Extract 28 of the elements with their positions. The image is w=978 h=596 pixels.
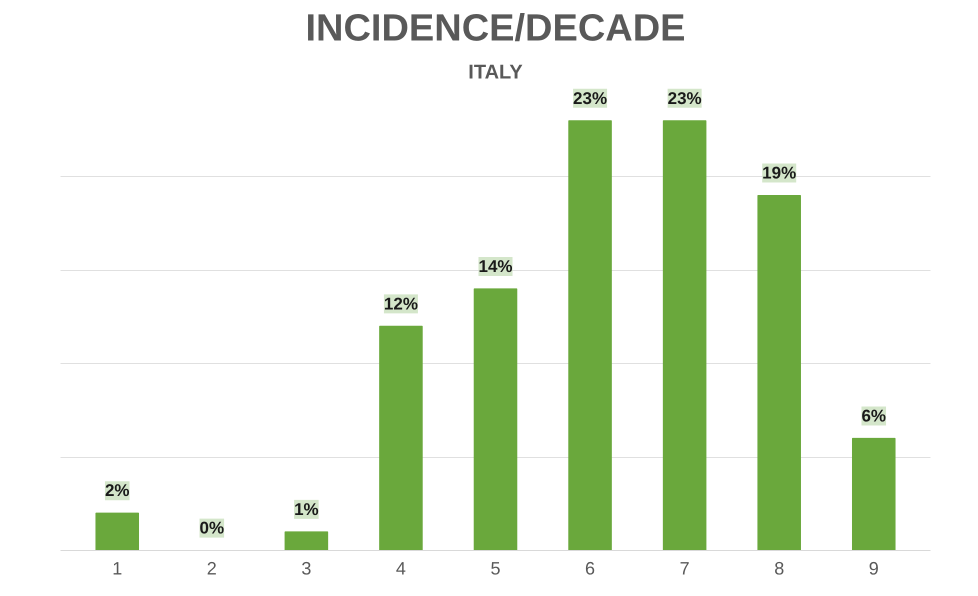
data-label: 12% (384, 294, 418, 314)
bar (95, 512, 140, 550)
data-label: 2% (104, 481, 130, 500)
data-label: 6% (861, 406, 886, 426)
x-tick-label: 3 (301, 558, 312, 578)
x-tick-label: 9 (868, 558, 879, 578)
chart-subtitle: ITALY (468, 62, 524, 84)
bar (757, 194, 801, 550)
bar (474, 288, 518, 550)
x-tick-label: 6 (585, 558, 596, 578)
x-tick-label: 4 (396, 558, 406, 578)
data-label: 1% (294, 500, 319, 519)
x-tick-label: 7 (680, 558, 690, 578)
data-label: 23% (573, 88, 608, 108)
x-tick-label: 2 (206, 558, 217, 578)
x-tick-label: 5 (490, 558, 501, 578)
x-tick-label: 1 (112, 558, 122, 578)
bar (662, 120, 706, 550)
bar (284, 531, 328, 550)
bar (379, 326, 423, 550)
x-tick-label: 8 (774, 558, 784, 578)
bar (568, 120, 612, 550)
bar (852, 438, 896, 550)
chart-title: INCIDENCE/DECADE (305, 8, 686, 50)
data-label: 14% (478, 256, 513, 276)
data-label: 0% (200, 518, 224, 538)
data-label: 23% (668, 88, 702, 108)
data-label: 19% (762, 164, 796, 183)
